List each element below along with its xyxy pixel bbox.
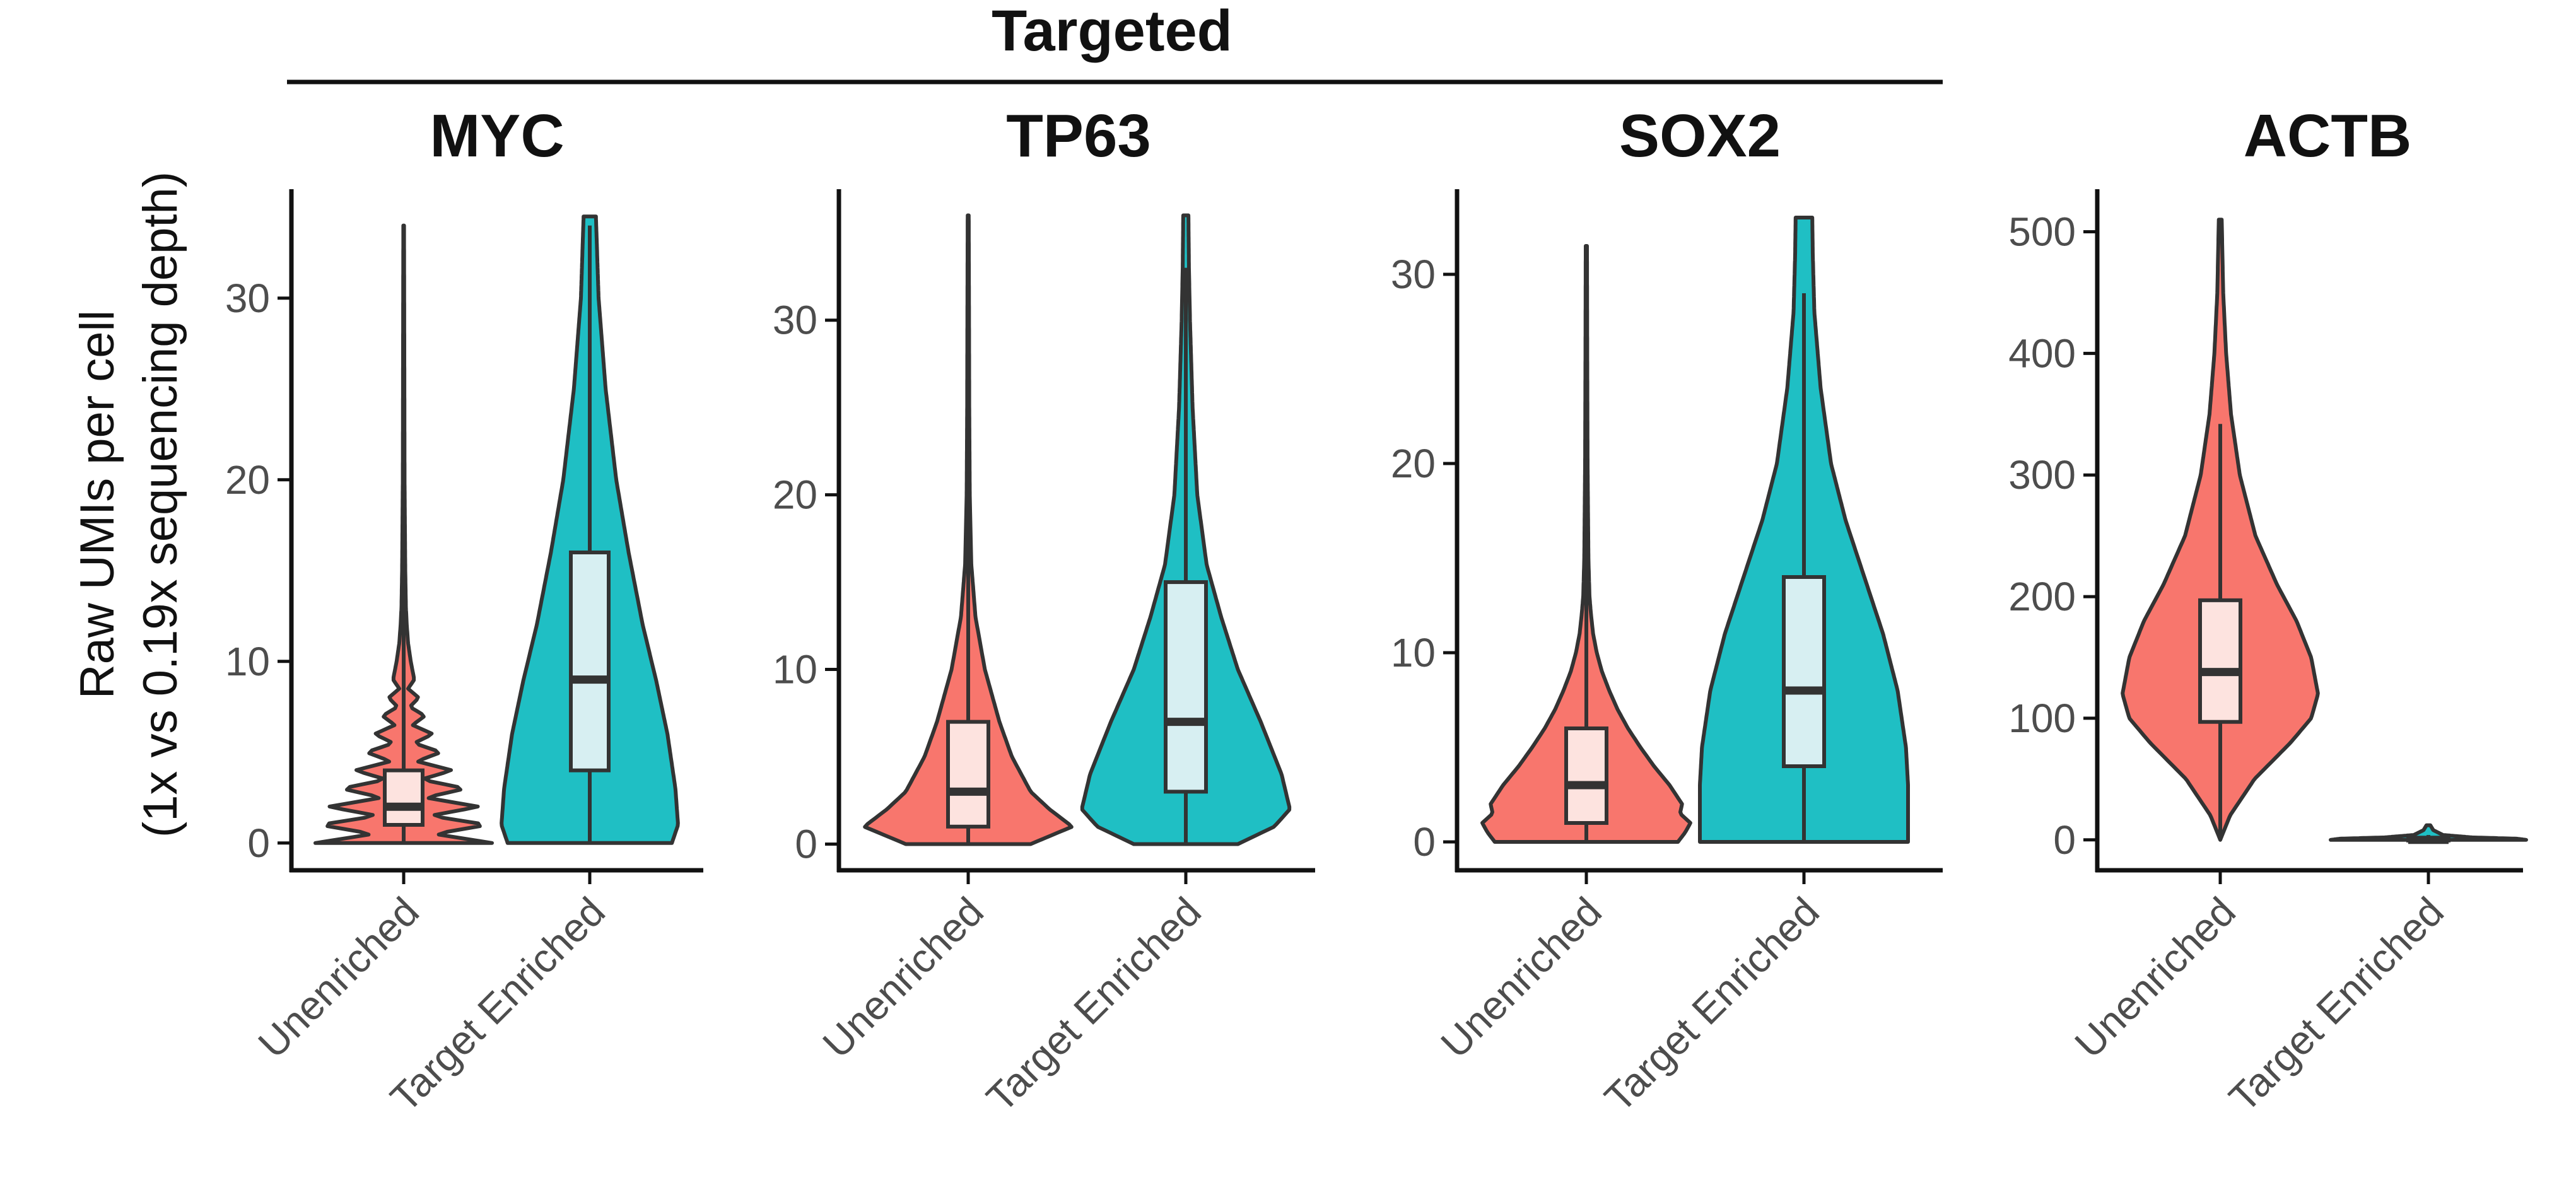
x-tick-label: Target Enriched: [1596, 889, 1828, 1121]
y-tick-label: 500: [2008, 209, 2076, 255]
y-tick-label: 30: [773, 298, 817, 343]
x-tick-label: Target Enriched: [978, 889, 1210, 1121]
y-axis-title-line2: (1x vs 0.19x sequencing depth): [134, 172, 187, 837]
x-tick-label: Target Enriched: [2220, 889, 2452, 1121]
y-tick-label: 20: [773, 472, 817, 518]
y-tick-label: 10: [773, 647, 817, 692]
y-axis-title-line1: Raw UMIs per cell: [71, 310, 124, 699]
y-tick-label: 0: [795, 821, 817, 866]
x-tick-label: Unenriched: [1432, 889, 1610, 1066]
y-tick-label: 200: [2008, 574, 2076, 619]
iqr-box: [1782, 575, 1826, 768]
violin-target-enriched: [2329, 823, 2528, 844]
group-title: Targeted: [992, 0, 1232, 63]
iqr-box: [1564, 726, 1608, 825]
y-tick-label: 0: [2053, 817, 2076, 863]
violin-body: [2329, 823, 2528, 842]
iqr-box: [383, 768, 424, 827]
y-tick-label: 10: [225, 639, 270, 684]
y-tick-label: 20: [225, 457, 270, 503]
violin-target-enriched: [1080, 213, 1292, 846]
facet-title: SOX2: [1619, 102, 1781, 170]
y-tick-label: 20: [1391, 441, 1436, 486]
x-tick-label: Unenriched: [814, 889, 992, 1066]
y-tick-label: 0: [247, 820, 270, 866]
y-tick-label: 30: [1391, 252, 1436, 297]
facet-title: ACTB: [2244, 102, 2412, 170]
violin-unenriched: [1480, 244, 1692, 844]
x-tick-label: Unenriched: [2066, 889, 2244, 1066]
y-tick-label: 400: [2008, 330, 2076, 376]
iqr-box: [1164, 580, 1208, 794]
violin-target-enriched: [1698, 216, 1910, 844]
y-tick-label: 30: [225, 276, 270, 321]
x-tick-label: Unenriched: [250, 889, 428, 1066]
y-tick-label: 300: [2008, 452, 2076, 498]
facet-title: TP63: [1006, 102, 1150, 170]
violin-unenriched: [2121, 218, 2320, 842]
y-tick-label: 10: [1391, 630, 1436, 675]
iqr-box: [2198, 598, 2242, 724]
facet-title: MYC: [430, 102, 564, 170]
violin-target-enriched: [500, 214, 680, 845]
y-tick-label: 0: [1413, 819, 1436, 865]
violin-unenriched: [863, 213, 1074, 846]
y-tick-label: 100: [2008, 696, 2076, 741]
iqr-box: [946, 720, 990, 829]
violin-unenriched: [313, 223, 494, 845]
iqr-box: [569, 551, 611, 773]
